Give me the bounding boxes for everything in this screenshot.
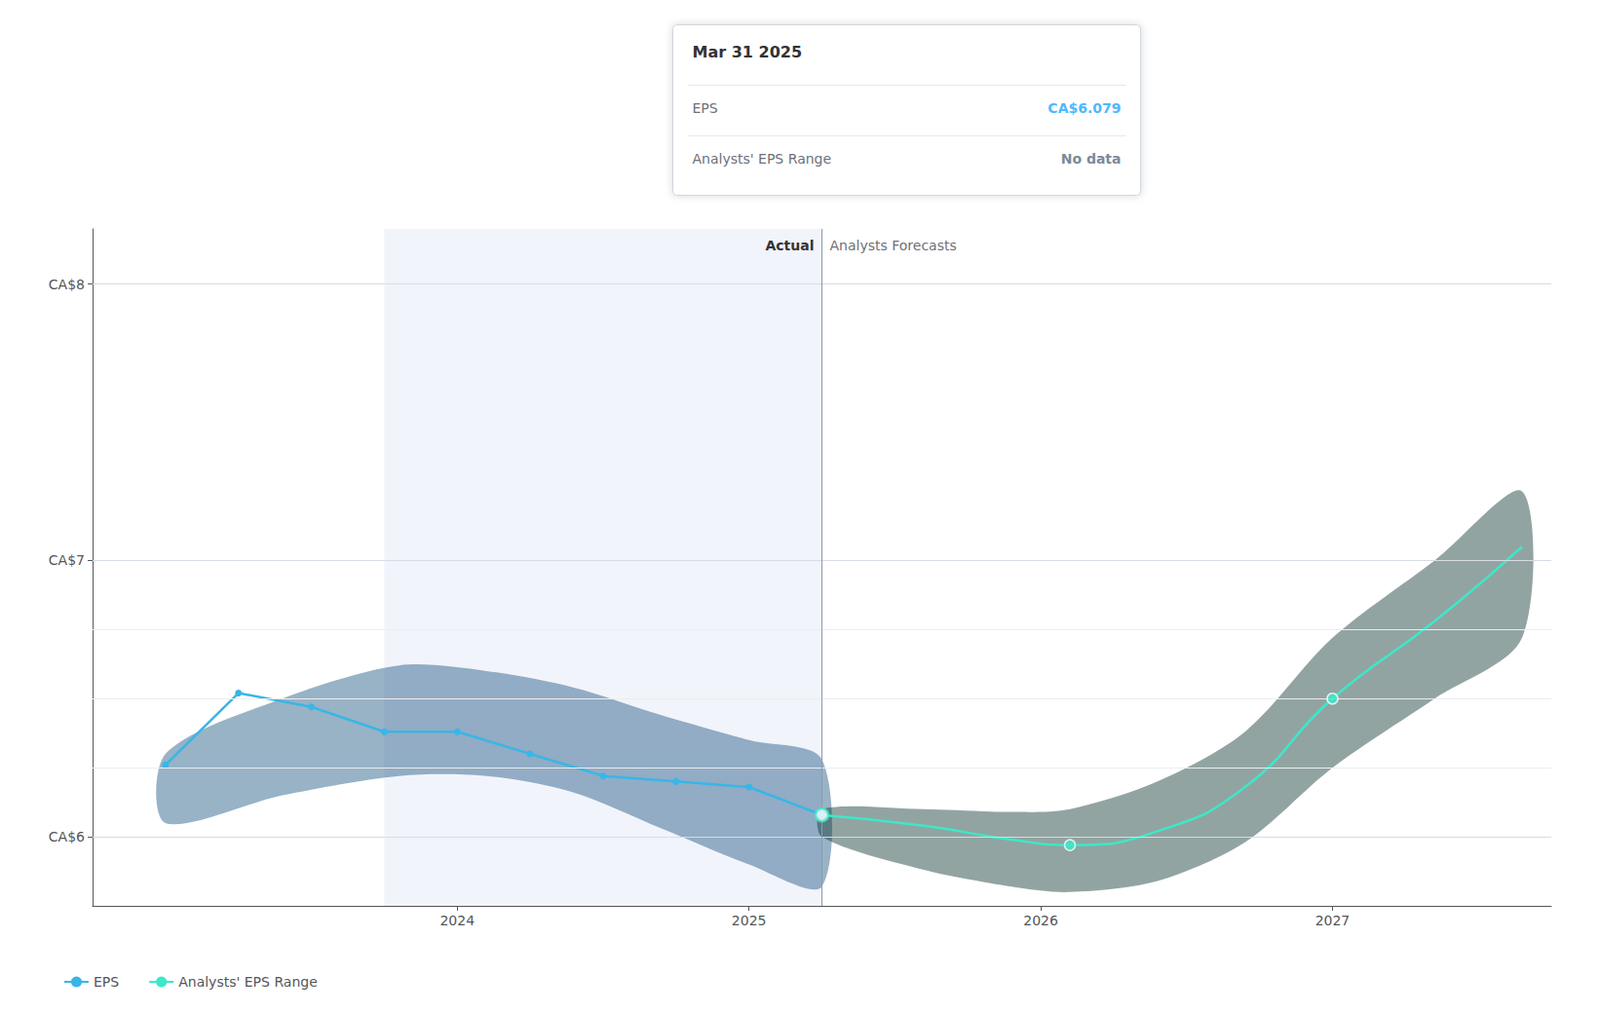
svg-text:Mar 31 2025: Mar 31 2025	[692, 42, 803, 62]
svg-text:2024: 2024	[439, 913, 475, 929]
svg-text:Analysts' EPS Range: Analysts' EPS Range	[178, 974, 318, 991]
svg-text:Analysts Forecasts: Analysts Forecasts	[830, 237, 957, 254]
svg-text:2025: 2025	[731, 913, 767, 929]
svg-text:EPS: EPS	[692, 100, 719, 116]
svg-text:CA$7: CA$7	[48, 552, 85, 569]
svg-text:EPS: EPS	[93, 974, 119, 991]
svg-text:No data: No data	[1061, 151, 1122, 167]
svg-text:Analysts' EPS Range: Analysts' EPS Range	[692, 151, 833, 167]
svg-text:CA$8: CA$8	[48, 276, 85, 293]
svg-text:CA$6: CA$6	[48, 829, 85, 845]
svg-text:CA$6.079: CA$6.079	[1047, 100, 1121, 116]
svg-text:2026: 2026	[1023, 913, 1059, 929]
svg-text:Actual: Actual	[764, 237, 814, 254]
svg-text:2027: 2027	[1315, 913, 1351, 929]
